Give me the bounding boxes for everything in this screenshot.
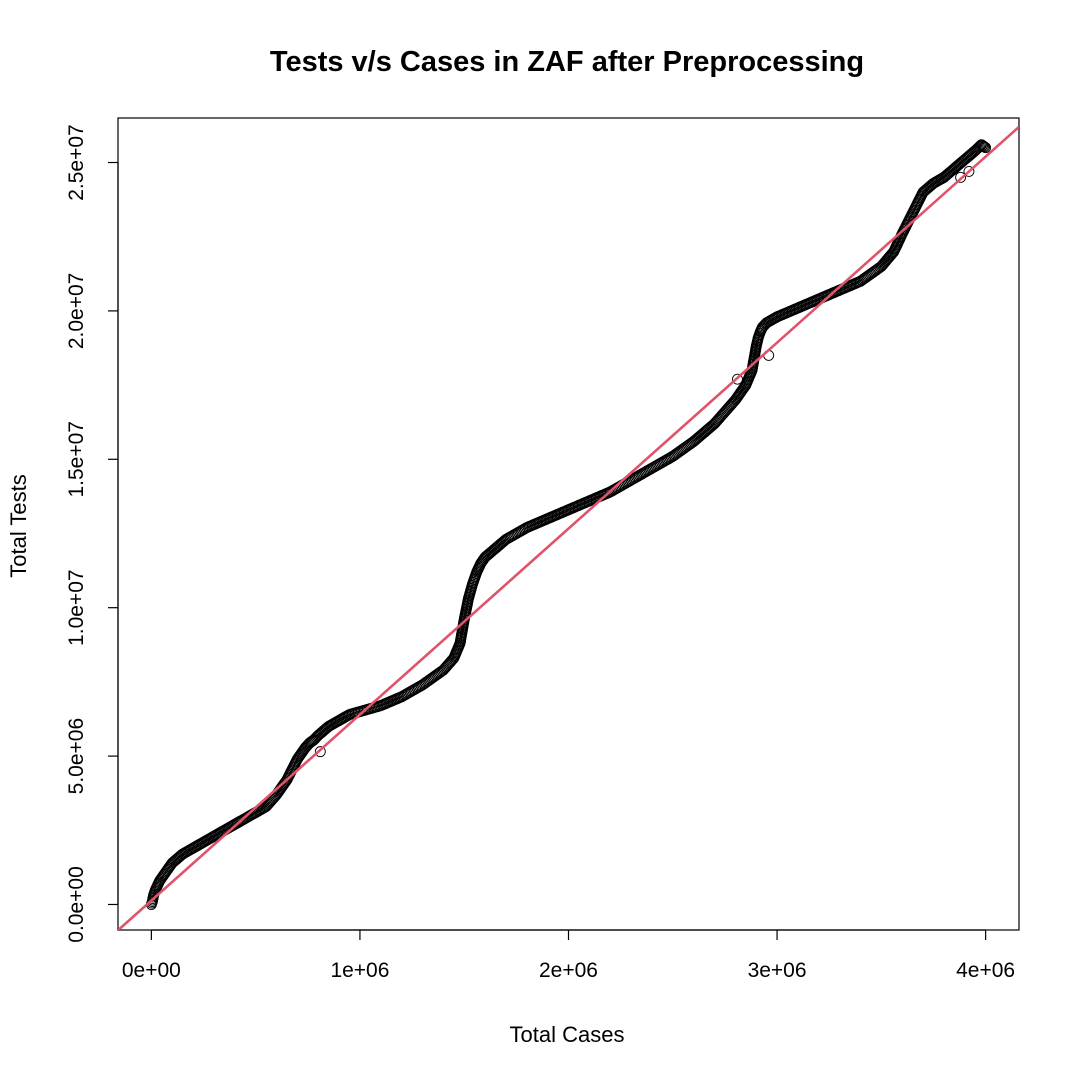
- x-axis: 0e+00 1e+06 2e+06 3e+06 4e+06: [122, 929, 1015, 982]
- scatter-point: [971, 143, 983, 155]
- x-tick-label: 2e+06: [539, 959, 598, 982]
- y-tick-label: 0.0e+00: [65, 866, 88, 943]
- regression-line-group: [118, 125, 1019, 930]
- x-tick-label: 4e+06: [956, 959, 1015, 982]
- y-tick-label: 2.5e+07: [65, 124, 88, 201]
- scatter-point: [706, 420, 718, 432]
- regression-line: [118, 125, 1019, 930]
- x-tick-label: 1e+06: [330, 959, 389, 982]
- y-tick-label: 1.5e+07: [65, 421, 88, 498]
- scatter-point: [259, 801, 271, 813]
- scatter-point: [978, 140, 989, 152]
- scatter-point: [314, 746, 326, 758]
- y-axis: 0.0e+00 5.0e+06 1.0e+07 1.5e+07 2.0e+07 2.5e+…: [65, 124, 119, 943]
- scatter-point: [731, 373, 743, 385]
- scatter-point: [436, 665, 448, 677]
- scatter-point: [977, 139, 988, 151]
- scatter-point: [955, 171, 967, 183]
- scatter-point: [979, 141, 991, 153]
- y-tick-label: 5.0e+06: [65, 718, 88, 795]
- chart-title: Tests v/s Cases in ZAF after Preprocessi…: [270, 46, 864, 78]
- y-axis-label: Total Tests: [6, 474, 31, 578]
- x-axis-label: Total Cases: [510, 1022, 625, 1047]
- x-tick-label: 0e+00: [122, 959, 181, 982]
- scatter-point: [963, 165, 975, 177]
- y-tick-label: 2.0e+07: [65, 273, 88, 350]
- x-tick-label: 3e+06: [748, 959, 807, 982]
- scatter-point: [980, 142, 992, 154]
- scatter-points: [145, 139, 992, 910]
- y-tick-label: 1.0e+07: [65, 569, 88, 646]
